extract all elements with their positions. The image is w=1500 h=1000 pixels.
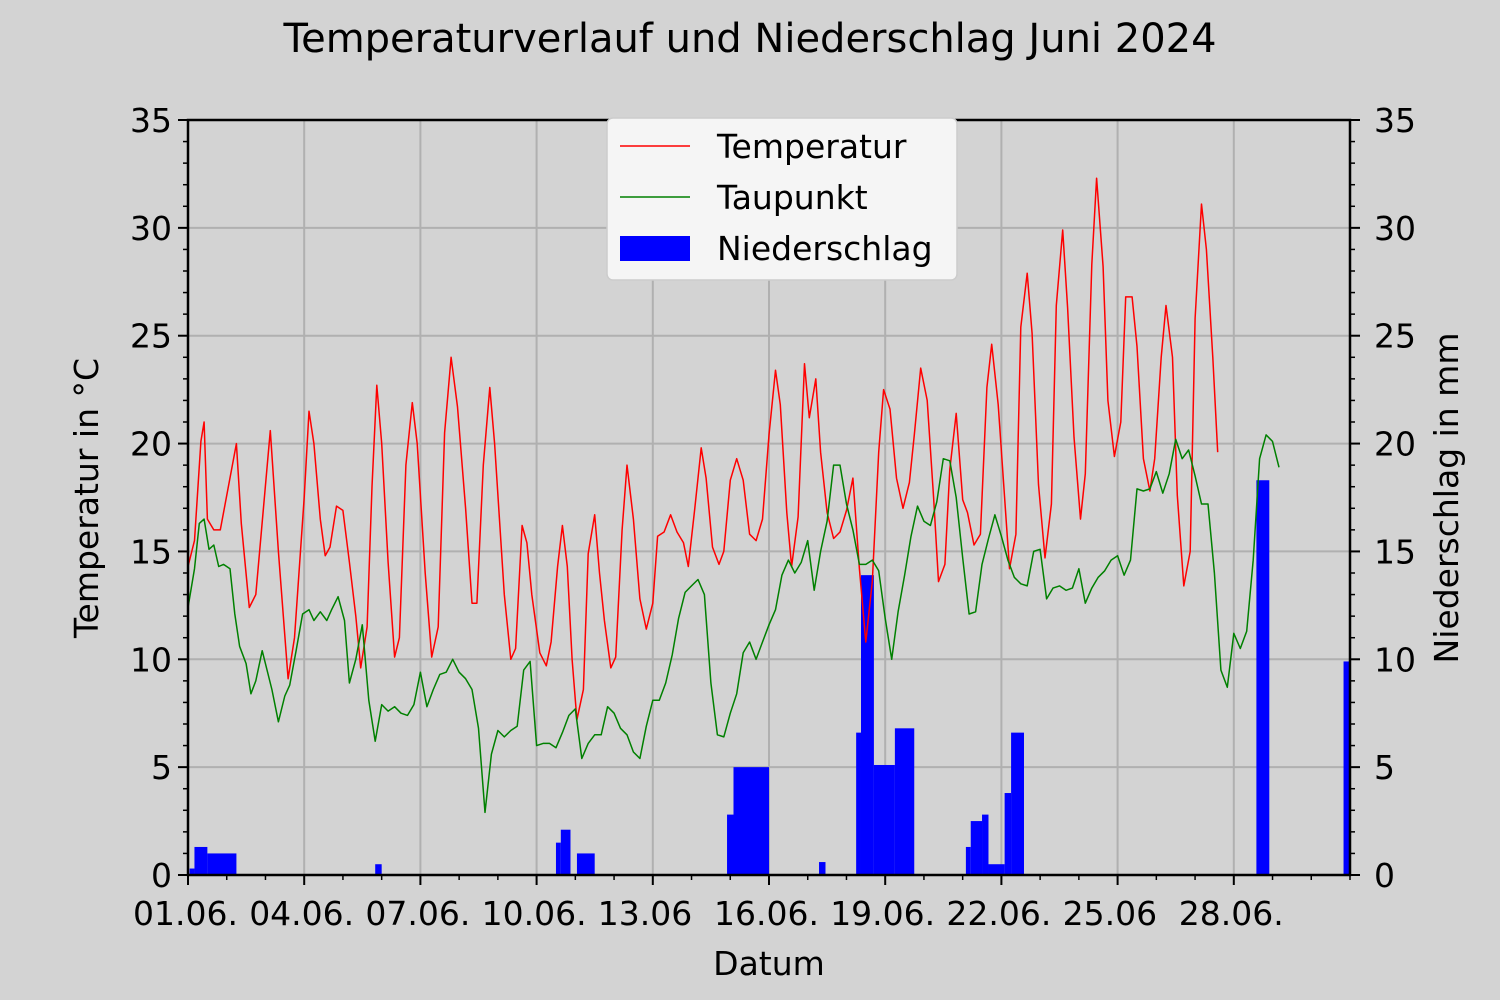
chart-title: Temperaturverlauf und Niederschlag Juni … [282, 16, 1216, 62]
precipitation-bar [988, 864, 1005, 875]
y-tick-label-right: 35 [1374, 101, 1416, 140]
precipitation-bar [860, 575, 874, 875]
precipitation-bar [894, 728, 915, 875]
precipitation-bar [856, 732, 861, 875]
x-tick-label: 04.06. [249, 894, 354, 933]
precipitation-bar [1011, 732, 1024, 875]
y-tick-label-right: 15 [1374, 532, 1416, 571]
precipitation-bar [982, 814, 989, 875]
y-tick-label-left: 5 [151, 748, 172, 787]
series-line-taupunkt [187, 434, 1280, 814]
y-tick-label-left: 15 [130, 532, 172, 571]
legend-label-taupunkt: Taupunkt [716, 178, 868, 217]
legend-label-temperatur: Temperatur [716, 127, 907, 166]
x-axis: 01.06. 04.06. 07.06. 10.06. 13.06 16.06. 19.06… [133, 875, 1351, 933]
x-tick-label: 28.06. [1179, 894, 1284, 933]
precipitation-bar [1004, 793, 1012, 875]
legend-label-niederschlag: Niederschlag [717, 229, 933, 268]
precipitation-bar [189, 868, 195, 875]
y-tick-label-left: 25 [130, 317, 172, 356]
precipitation-bars [189, 480, 1350, 875]
legend: Temperatur Taupunkt Niederschlag [606, 117, 958, 281]
y-axis-left: 0 5 10 15 20 25 30 35 [130, 101, 188, 895]
x-tick-label: 13.06 [598, 894, 692, 933]
y-tick-label-left: 30 [130, 209, 172, 248]
precipitation-bar [555, 842, 561, 875]
series-lines [187, 177, 1280, 814]
y-tick-label-left: 35 [130, 101, 172, 140]
y-tick-label-left: 20 [130, 425, 172, 464]
precipitation-bar [819, 862, 826, 875]
y-tick-label-right: 0 [1374, 856, 1395, 895]
x-tick-label: 25.06 [1063, 894, 1157, 933]
y-tick-label-left: 10 [130, 640, 172, 679]
y-tick-label-right: 10 [1374, 640, 1416, 679]
y-tick-label-right: 5 [1374, 748, 1395, 787]
x-tick-label: 19.06. [830, 894, 935, 933]
x-tick-label: 22.06. [946, 894, 1051, 933]
y-axis-label-right: Niederschlag in mm [1427, 333, 1466, 664]
x-axis-label: Datum [713, 944, 825, 983]
precipitation-bar [194, 846, 208, 875]
x-tick-label: 10.06. [482, 894, 587, 933]
precipitation-bar [970, 821, 983, 875]
x-tick-label: 01.06. [133, 894, 238, 933]
precipitation-bar [207, 853, 237, 875]
y-tick-label-right: 20 [1374, 425, 1416, 464]
precipitation-bar [375, 864, 382, 875]
precipitation-bar [965, 846, 971, 875]
x-tick-label: 16.06. [714, 894, 819, 933]
legend-box [606, 117, 958, 281]
precipitation-bar [873, 764, 895, 875]
y-axis-label-left: Temperatur in °C [67, 358, 106, 639]
precipitation-bar [560, 829, 571, 875]
precipitation-bar [1343, 661, 1350, 875]
x-tick-label: 07.06. [365, 894, 470, 933]
y-tick-label-right: 30 [1374, 209, 1416, 248]
legend-swatch-niederschlag [620, 236, 690, 261]
precipitation-bar [576, 853, 595, 875]
precipitation-bar [1256, 480, 1270, 875]
y-tick-label-left: 0 [151, 856, 172, 895]
precipitation-bar [727, 814, 734, 875]
y-tick-label-right: 25 [1374, 317, 1416, 356]
series-line-temperatur [187, 177, 1219, 721]
precipitation-bar [733, 767, 769, 875]
y-axis-right: 0 5 10 15 20 25 30 35 [1350, 101, 1416, 895]
